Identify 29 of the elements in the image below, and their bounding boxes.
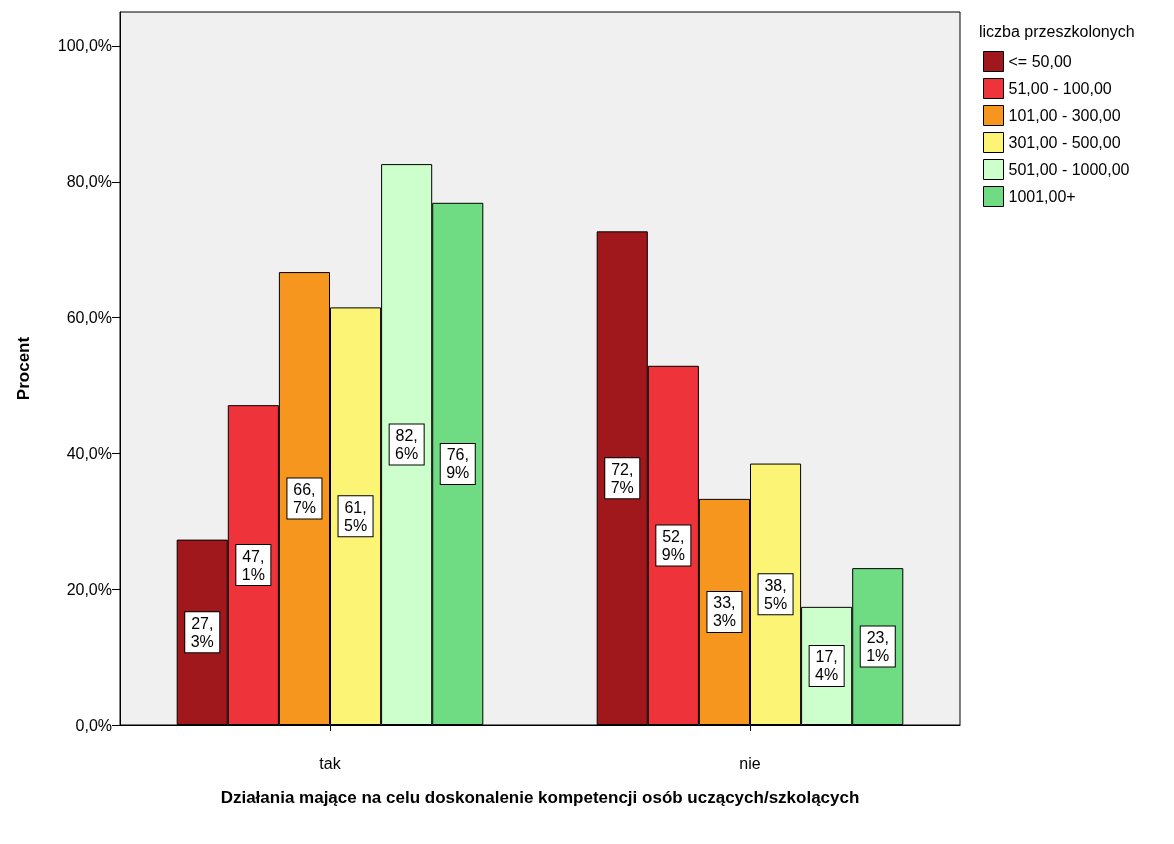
data-label: 52,9% [661, 527, 685, 563]
y-tick-label: 0,0% [75, 716, 112, 734]
data-label: 76,9% [446, 446, 470, 482]
data-label: 27,3% [190, 614, 214, 650]
data-label: 38,5% [763, 576, 788, 612]
data-label: 82,6% [395, 427, 419, 463]
data-label: 23,1% [866, 629, 890, 665]
y-tick-label: 100,0% [57, 37, 112, 55]
data-label: 47,1% [241, 547, 265, 583]
data-label: 17,4% [815, 648, 839, 684]
legend-label: <= 50,00 [1008, 53, 1072, 70]
data-label: 72,7% [610, 460, 634, 496]
y-tick-label: 60,0% [66, 309, 112, 327]
data-label: 66,7% [292, 481, 317, 517]
legend-label: 501,00 - 1000,00 [1008, 161, 1130, 178]
legend-label: 51,00 - 100,00 [1008, 80, 1112, 97]
y-axis-title: Procent [14, 336, 33, 401]
data-label: 61,5% [343, 498, 368, 534]
x-axis-title: Działania mające na celu doskonalenie kompetencji osób uczących/szkolących [220, 787, 860, 807]
y-tick-label: 20,0% [66, 580, 112, 598]
y-tick-label: 80,0% [66, 173, 112, 191]
legend-title: liczba przeszkolonych [979, 22, 1135, 40]
legend-label: 301,00 - 500,00 [1008, 134, 1121, 151]
x-tick-label: nie [739, 754, 761, 772]
y-tick-label: 40,0% [66, 444, 112, 462]
x-tick-label: tak [319, 754, 342, 772]
legend-label: 1001,00+ [1008, 188, 1076, 205]
legend-label: 101,00 - 300,00 [1008, 107, 1121, 124]
data-label: 33,3% [712, 594, 737, 630]
